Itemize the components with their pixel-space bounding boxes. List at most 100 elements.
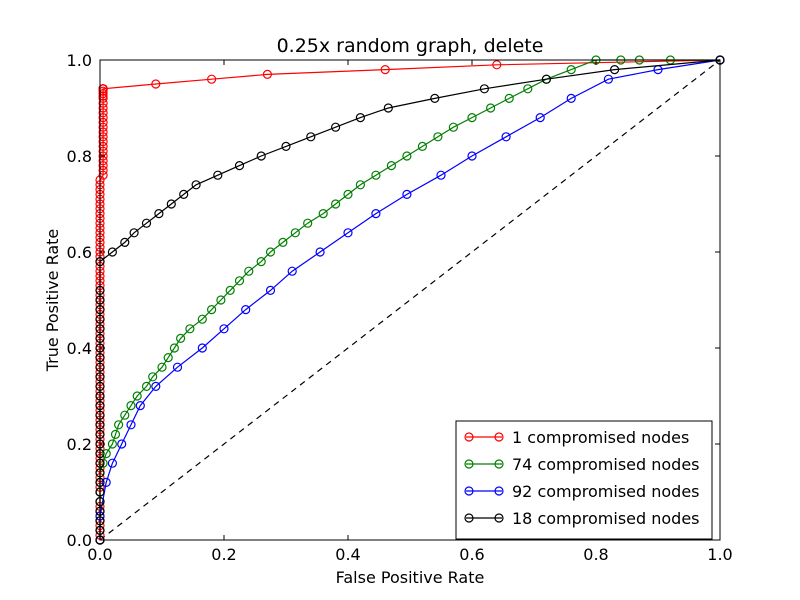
legend-label: 1 compromised nodes	[512, 428, 689, 447]
data-point	[234, 161, 245, 171]
data-point	[98, 170, 108, 180]
data-point	[141, 218, 152, 228]
legend-item: 92 compromised nodes	[464, 482, 700, 501]
legend-marker	[494, 513, 504, 523]
legend: 1 compromised nodes 74 compromised nodes 9…	[455, 420, 713, 540]
data-point	[207, 74, 217, 84]
legend-marker	[494, 486, 504, 496]
data-point	[479, 84, 489, 94]
legend-item: 18 compromised nodes	[464, 509, 700, 528]
data-point	[98, 98, 108, 108]
y-tick-label: 0.6	[67, 243, 92, 262]
data-point	[126, 420, 136, 430]
series-2	[95, 55, 725, 545]
data-point	[380, 64, 390, 75]
data-point	[417, 141, 427, 151]
data-point	[371, 170, 381, 180]
data-point	[492, 60, 502, 70]
data-point	[278, 237, 288, 247]
x-tick-label: 0.4	[335, 545, 360, 564]
data-point	[207, 305, 217, 315]
legend-marker	[464, 432, 474, 442]
x-tick-label: 0.8	[583, 545, 608, 564]
x-tick-label: 0.0	[87, 545, 112, 564]
data-point	[101, 477, 111, 487]
data-point	[135, 401, 145, 411]
data-point	[141, 381, 152, 391]
data-point	[216, 295, 226, 305]
y-tick-label: 0.4	[67, 339, 92, 358]
data-point	[113, 420, 124, 430]
data-point	[172, 362, 183, 372]
axes-frame	[99, 59, 721, 541]
diagonal-reference-line	[99, 59, 721, 541]
data-point	[169, 343, 179, 353]
data-point	[467, 112, 477, 123]
data-point	[467, 151, 477, 161]
data-point	[566, 64, 576, 75]
data-point	[107, 458, 118, 468]
data-point	[402, 151, 412, 161]
data-point	[98, 146, 108, 156]
data-point	[98, 141, 108, 151]
data-point	[448, 122, 458, 132]
data-point	[120, 410, 130, 420]
data-point	[318, 209, 328, 219]
data-point	[213, 170, 223, 180]
data-point	[355, 112, 365, 123]
plot-area	[95, 55, 725, 545]
y-tick-label: 0.0	[67, 531, 92, 550]
data-point	[306, 132, 316, 142]
y-tick-label: 0.2	[67, 435, 92, 454]
data-point	[179, 189, 189, 199]
y-tick-label: 0.8	[67, 147, 92, 166]
data-point	[166, 199, 176, 209]
data-point	[148, 372, 158, 382]
x-tick-label: 0.2	[211, 545, 236, 564]
x-axis-label: False Positive Rate	[336, 568, 485, 587]
data-point	[219, 324, 229, 334]
data-point	[176, 333, 186, 343]
data-point	[504, 93, 514, 104]
data-point	[107, 247, 118, 257]
data-point	[343, 189, 353, 199]
data-point	[98, 93, 108, 104]
legend-marker	[494, 432, 504, 442]
data-point	[383, 103, 393, 113]
data-point	[225, 285, 235, 295]
data-point	[98, 156, 108, 166]
legend-label: 74 compromised nodes	[512, 455, 700, 474]
data-point	[234, 276, 245, 286]
data-point	[110, 429, 121, 439]
data-point	[535, 112, 545, 123]
data-point	[98, 84, 108, 94]
data-point	[331, 199, 341, 209]
data-point	[287, 266, 297, 276]
data-point	[402, 189, 412, 199]
data-point	[126, 401, 136, 411]
data-point	[185, 324, 195, 334]
legend-label: 18 compromised nodes	[512, 509, 700, 528]
data-point	[430, 93, 440, 104]
data-point	[151, 79, 161, 89]
data-point	[98, 103, 108, 113]
data-point	[256, 257, 266, 267]
data-point	[566, 93, 576, 104]
data-point	[98, 127, 108, 137]
data-point	[315, 247, 325, 257]
data-point	[191, 180, 201, 190]
x-tick-label: 0.6	[459, 545, 484, 564]
data-point	[256, 151, 266, 161]
data-point	[355, 180, 365, 190]
data-point	[436, 170, 446, 180]
data-point	[120, 237, 130, 247]
data-point	[523, 84, 533, 94]
data-point	[98, 165, 108, 175]
legend-label: 92 compromised nodes	[512, 482, 700, 501]
y-tick-label: 1.0	[67, 51, 92, 70]
data-point	[265, 285, 276, 295]
data-point	[303, 218, 313, 228]
data-point	[262, 69, 272, 80]
data-point	[98, 122, 108, 132]
